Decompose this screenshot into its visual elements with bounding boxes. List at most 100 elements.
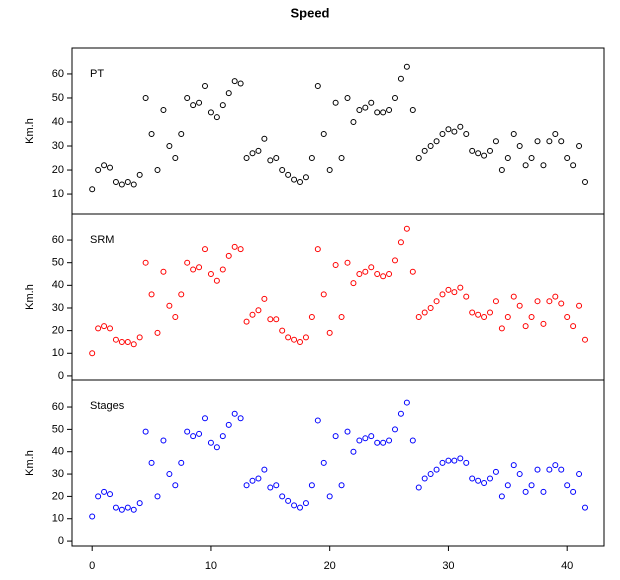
chart-title: Speed [290,5,329,20]
point [475,150,482,157]
point [95,493,102,500]
point [492,298,499,305]
point [196,99,203,106]
point [308,482,315,489]
point [392,426,398,433]
point [112,504,119,511]
point [522,323,529,330]
panel-frame [71,47,605,215]
point [172,155,179,162]
point [582,504,588,511]
point [487,475,493,482]
x-tick-label: 30 [442,560,454,572]
point [409,437,416,444]
point [297,179,303,186]
point [255,307,262,314]
point [107,325,113,332]
point [142,94,149,101]
point [564,314,571,321]
point [362,104,369,111]
point [362,435,369,442]
point [219,266,226,273]
point [445,126,452,133]
point [297,504,303,511]
point [451,457,458,464]
point [124,179,131,186]
point [190,266,197,273]
x-tick-label: 0 [89,560,95,572]
point [261,466,268,473]
point [403,225,410,232]
point [386,106,393,113]
point [279,167,286,174]
point [184,259,191,266]
point [457,284,464,291]
point [403,63,410,70]
point [160,106,167,113]
point [457,123,464,130]
point [243,318,250,325]
point [540,162,547,169]
point [130,506,137,513]
point [510,131,517,138]
point [101,323,108,330]
point [570,488,577,495]
point [89,350,96,357]
point [374,109,381,116]
point [380,439,387,446]
point [255,475,262,482]
point [172,314,179,321]
point [463,459,470,466]
y-tick-label: 40 [52,446,64,458]
point [421,147,428,154]
point [558,466,565,473]
point [184,94,191,101]
point [237,80,244,87]
point [89,186,96,193]
point [291,502,298,509]
y-tick-label: 30 [52,468,64,480]
point [439,459,446,466]
y-tick-label: 60 [52,401,64,413]
point [237,246,244,253]
x-tick-label: 40 [561,560,573,572]
point [362,268,369,275]
point [380,273,387,280]
point [492,468,499,475]
y-tick-label: 0 [58,370,64,382]
panel-label: PT [90,68,104,80]
point [481,314,488,321]
point [427,304,434,311]
point [89,513,96,520]
point [582,179,588,186]
point [516,302,523,309]
point [314,82,321,89]
y-tick-label: 50 [52,423,64,435]
point [498,493,505,500]
point [576,143,583,150]
y-tick-label: 50 [52,92,64,104]
point [332,99,339,106]
point [427,143,434,150]
point [279,327,286,334]
point [528,314,535,321]
point [291,336,298,343]
point [219,433,226,440]
point [516,471,523,478]
y-tick-label: 50 [52,257,64,269]
point [350,118,357,125]
point [267,484,274,491]
point [136,334,143,341]
point [207,439,214,446]
point [552,131,559,138]
point [415,314,422,321]
point [492,138,499,145]
point [445,457,452,464]
point [415,484,422,491]
point [344,428,351,435]
point [534,298,541,305]
y-tick-label: 60 [52,234,64,246]
point [190,102,197,109]
point [368,433,375,440]
